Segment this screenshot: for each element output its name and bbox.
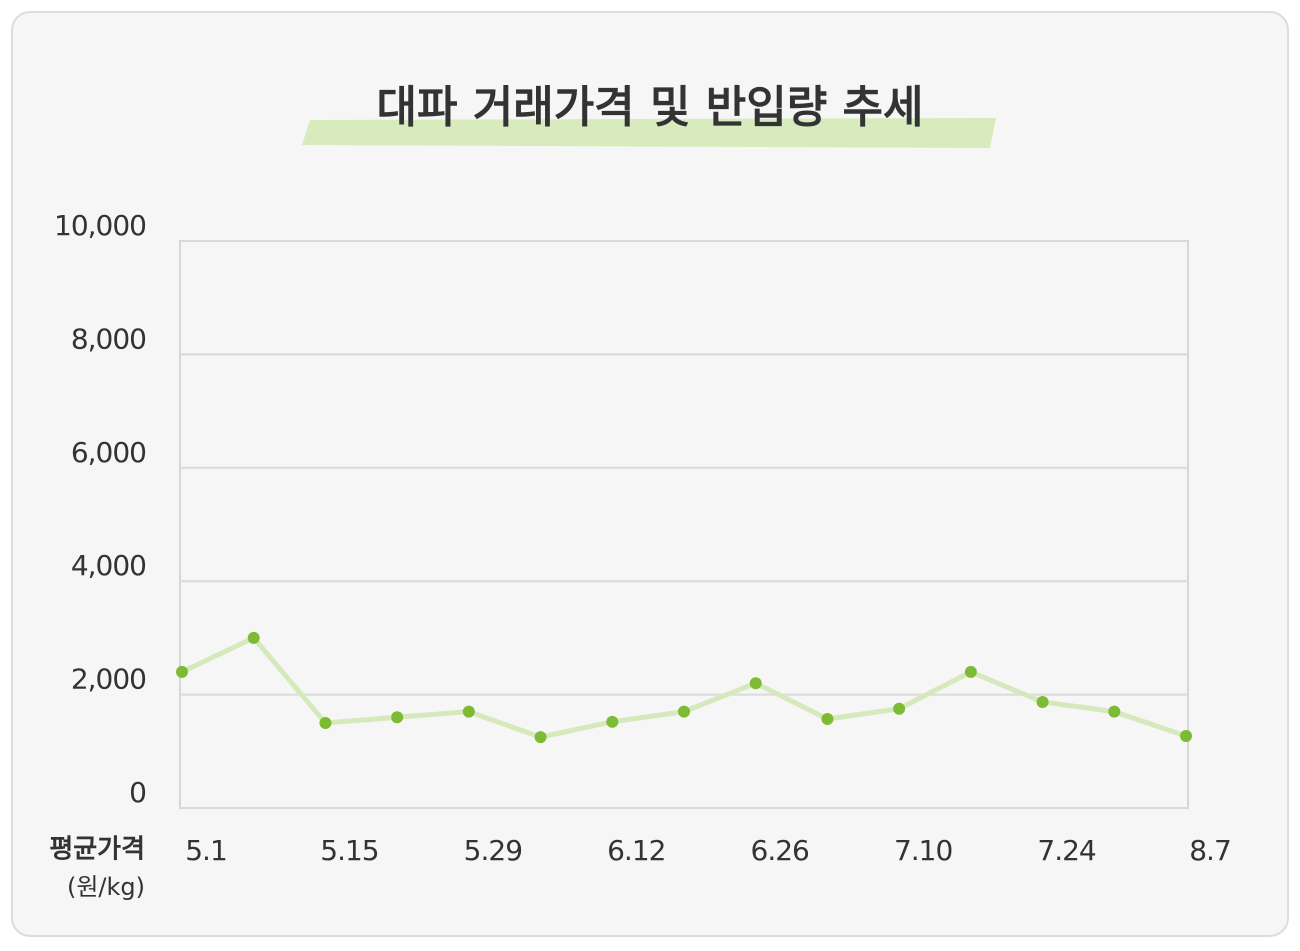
data-point [893, 702, 906, 715]
x-tick-label: 7.10 [894, 834, 952, 867]
title-highlight [302, 118, 996, 148]
chart-title: 대파 거래가격 및 반입량 추세 [376, 82, 923, 133]
x-tick-label: 8.7 [1189, 834, 1231, 867]
data-point [247, 631, 260, 644]
y-tick-label: 8,000 [71, 322, 146, 355]
y-tick-label: 0 [129, 776, 146, 809]
y-tick-label: 10,000 [54, 209, 146, 242]
y-axis-label: 평균가격 [49, 835, 145, 865]
data-point [678, 705, 690, 718]
data-point [391, 711, 404, 724]
data-point [1180, 729, 1192, 742]
y-axis-unit: (원/kg) [67, 873, 145, 901]
x-tick-label: 7.24 [1037, 834, 1096, 867]
data-point [319, 716, 332, 729]
data-point [821, 712, 834, 725]
x-tick-label: 5.15 [320, 834, 378, 867]
x-tick-label: 6.26 [751, 834, 810, 867]
data-point [749, 677, 762, 690]
y-tick-label: 4,000 [71, 549, 146, 582]
data-point [606, 715, 619, 728]
x-tick-label: 5.1 [185, 834, 227, 867]
x-tick-label: 6.12 [607, 834, 665, 867]
data-point [964, 665, 977, 678]
data-point [176, 665, 188, 678]
card [11, 11, 1289, 937]
data-point [1036, 695, 1049, 708]
data-point [462, 705, 475, 718]
y-tick-label: 6,000 [71, 436, 146, 469]
data-point [534, 731, 547, 744]
data-point [1108, 705, 1121, 718]
y-tick-label: 2,000 [71, 663, 146, 696]
x-tick-label: 5.29 [464, 834, 522, 867]
